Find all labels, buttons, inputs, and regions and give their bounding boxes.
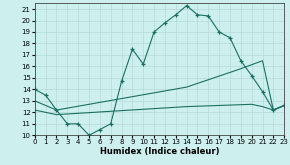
X-axis label: Humidex (Indice chaleur): Humidex (Indice chaleur) — [100, 147, 219, 156]
